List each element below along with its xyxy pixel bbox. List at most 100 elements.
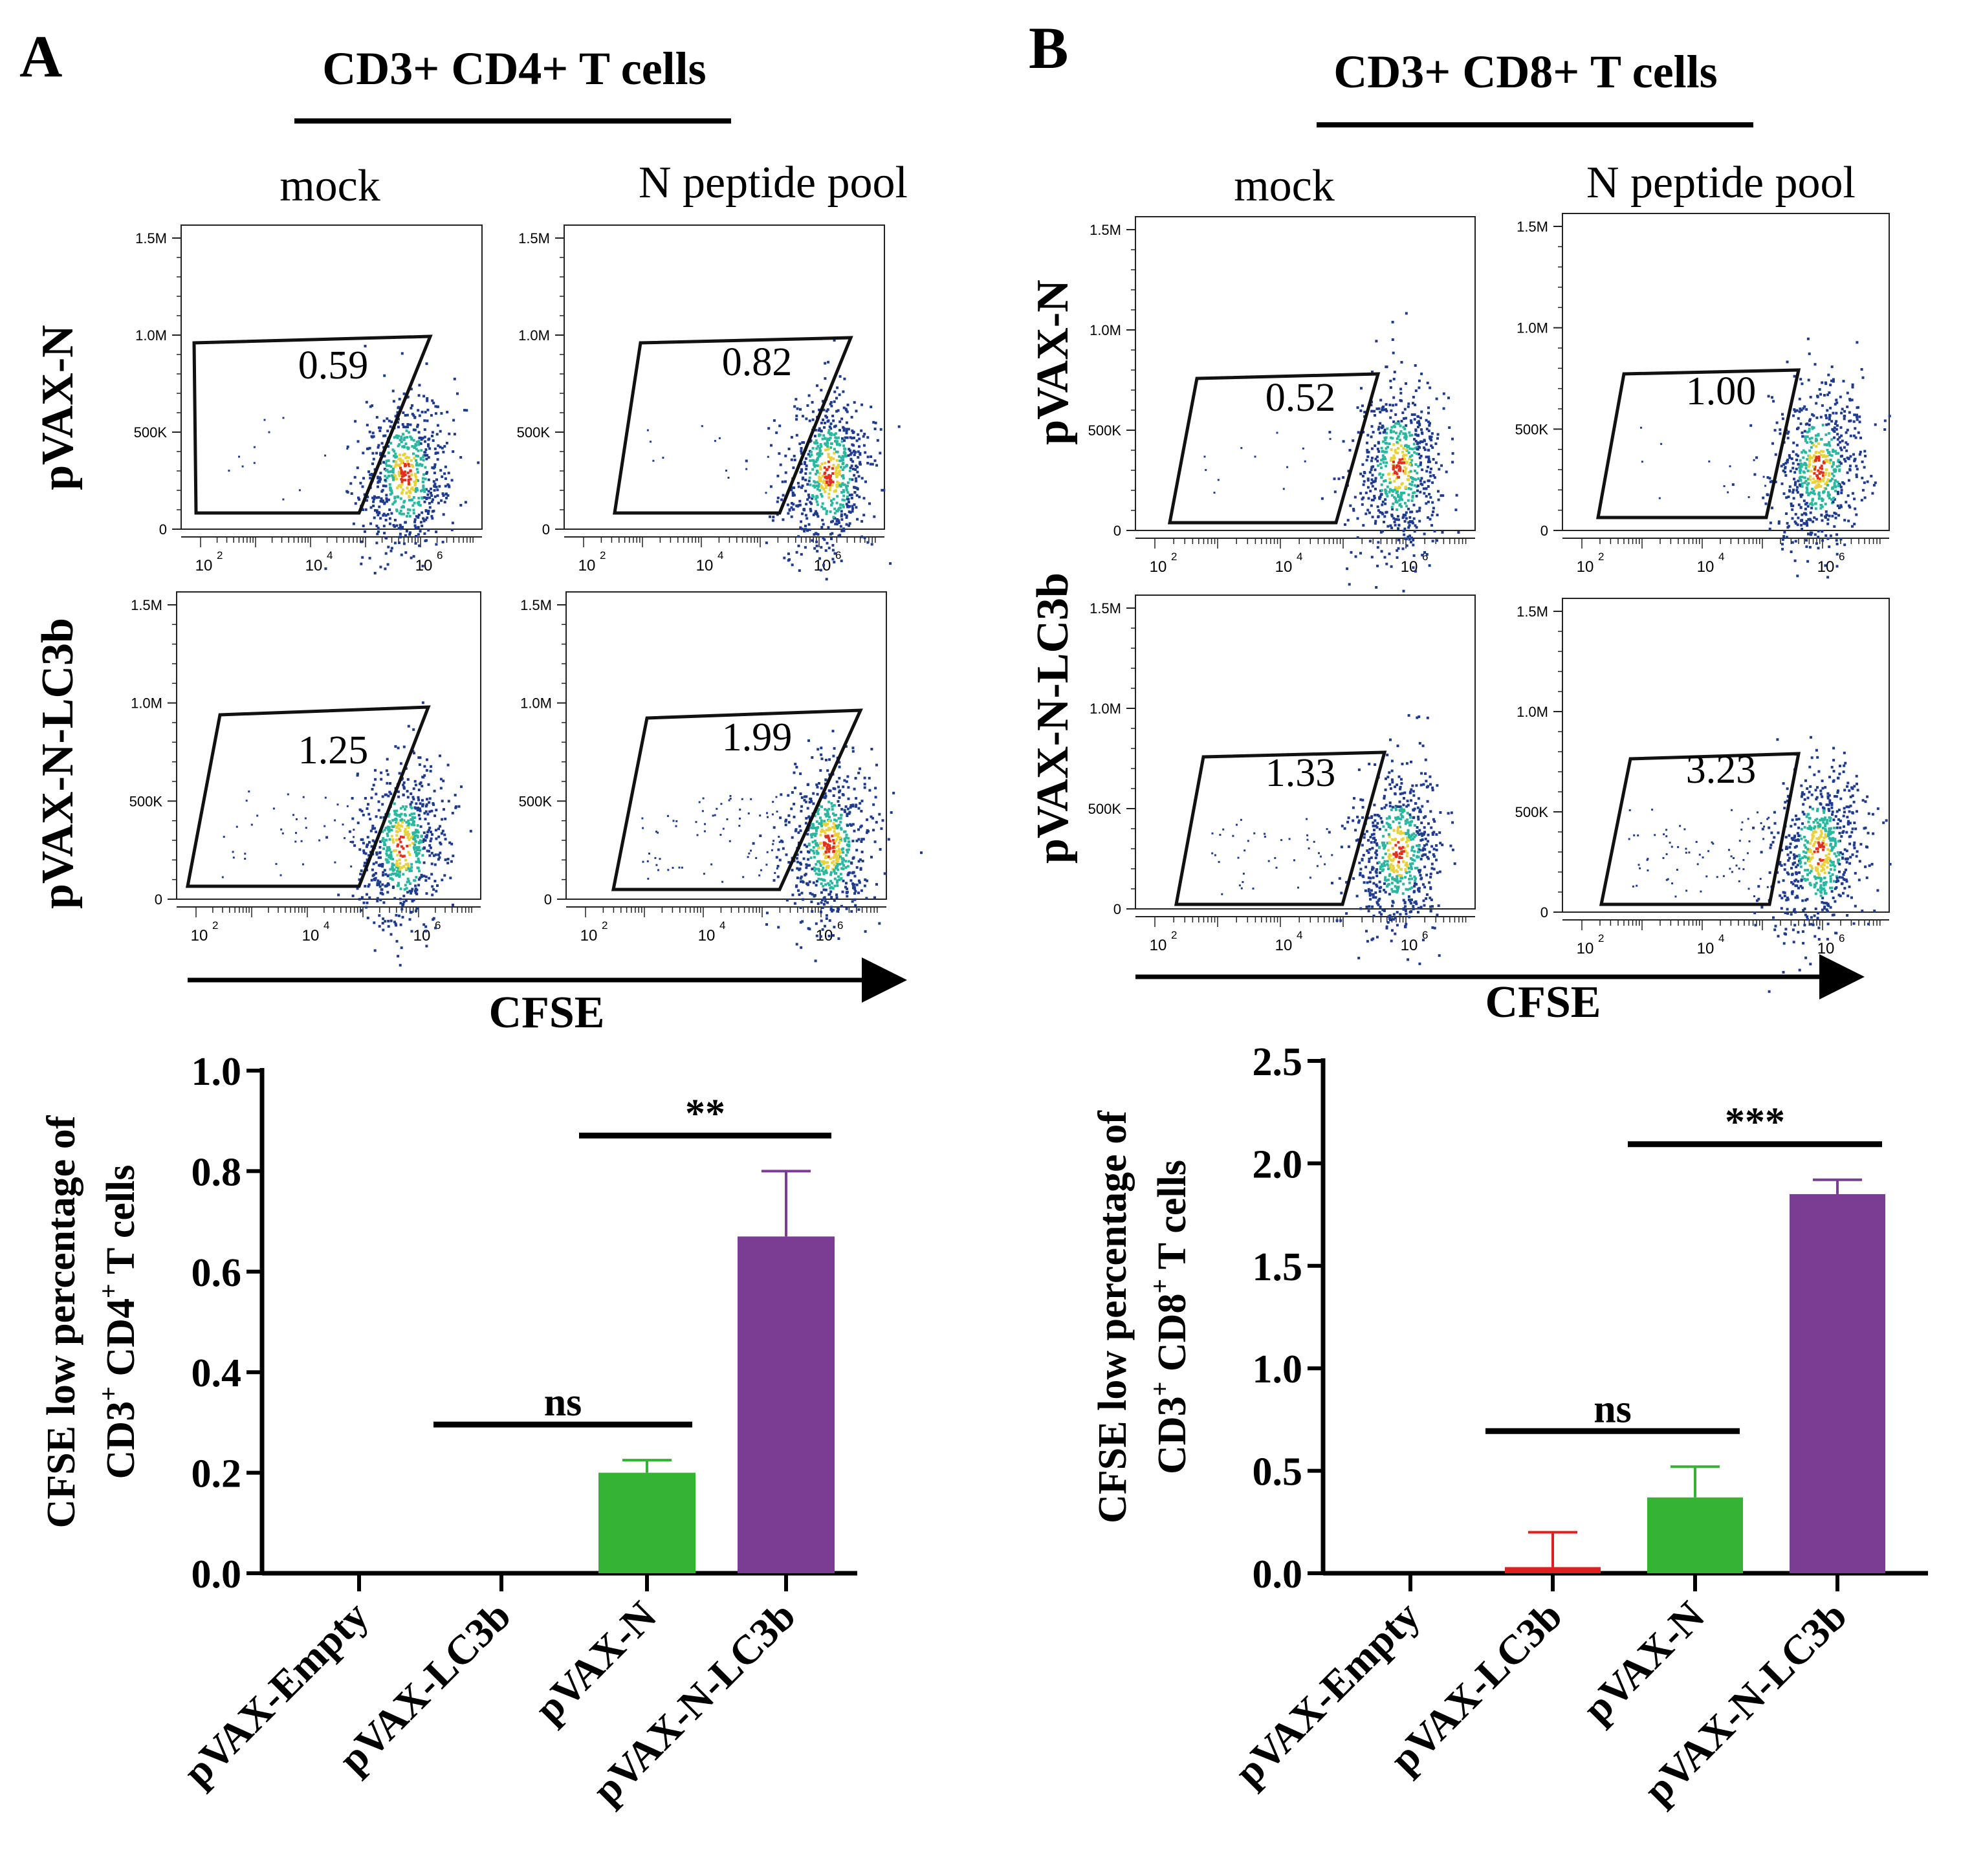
flow-event [1416, 826, 1419, 829]
flow-event [1802, 407, 1805, 410]
flow-event [1361, 475, 1364, 477]
flow-event [1832, 463, 1835, 466]
flow-event [324, 454, 327, 457]
flow-event [1381, 500, 1385, 503]
flow-event [1786, 432, 1790, 435]
flow-event [415, 876, 418, 879]
flow-event [399, 762, 402, 765]
flow-event [1807, 494, 1810, 497]
flow-event [817, 846, 820, 849]
flow-event [1397, 435, 1400, 438]
flow-event [831, 730, 835, 733]
flow-event [1425, 442, 1428, 446]
flow-event [834, 472, 837, 475]
flow-event [444, 858, 447, 862]
flow-event [703, 873, 705, 875]
flow-event [1806, 560, 1810, 563]
flow-event [799, 526, 802, 529]
flow-event [1786, 437, 1790, 440]
flow-event [1385, 464, 1388, 468]
flow-event [849, 804, 853, 807]
flow-event [882, 488, 886, 492]
flow-event [798, 893, 801, 896]
flow-event [1451, 437, 1454, 441]
flow-event [835, 483, 838, 486]
flow-event [837, 785, 840, 789]
flow-event [397, 795, 400, 798]
flow-event [377, 800, 380, 803]
flow-event [818, 408, 821, 411]
flow-event [378, 480, 381, 483]
flow-event [843, 830, 846, 833]
flow-event [395, 940, 399, 943]
flow-event [850, 910, 853, 913]
flow-event [371, 474, 374, 477]
flow-event [1405, 312, 1408, 315]
flow-event [804, 873, 807, 876]
flow-event [1368, 891, 1372, 895]
flow-event [832, 934, 835, 937]
flow-event [1784, 462, 1788, 465]
flow-event [1356, 536, 1359, 539]
flow-event [402, 895, 406, 898]
flow-event [1394, 785, 1397, 789]
flow-event [414, 541, 417, 545]
flow-event [1396, 556, 1399, 559]
flow-event [1407, 821, 1410, 824]
flow-event [1419, 877, 1423, 880]
flow-event [820, 891, 823, 894]
flow-event [796, 877, 799, 879]
flow-event [1408, 434, 1412, 437]
flow-event [1660, 442, 1663, 445]
flow-event [406, 435, 409, 439]
flow-event [1410, 454, 1414, 457]
flow-event [725, 470, 728, 472]
flow-event [873, 515, 876, 518]
flow-event [1396, 452, 1399, 455]
flow-event [837, 845, 840, 848]
flow-event [387, 925, 390, 928]
flow-event [1837, 459, 1840, 462]
flow-event [844, 455, 848, 458]
flow-event [1804, 479, 1808, 483]
flow-event [1399, 444, 1403, 447]
flow-event [824, 792, 827, 795]
flow-event [1429, 422, 1431, 425]
flow-event [1375, 455, 1379, 459]
flow-event [399, 964, 402, 967]
flow-event [1434, 461, 1438, 464]
flow-event [812, 849, 815, 853]
flow-event [426, 397, 429, 400]
flow-event [838, 789, 842, 792]
flow-event [1846, 405, 1849, 408]
flow-event [1406, 851, 1409, 855]
flow-event [824, 823, 827, 827]
flow-event [386, 513, 389, 516]
flow-event [1859, 450, 1862, 453]
flow-event [1381, 856, 1385, 859]
flow-event [765, 492, 767, 494]
flow-event [1392, 396, 1396, 399]
flow-event [1352, 819, 1355, 822]
flow-event [1432, 847, 1436, 851]
flow-event [1418, 850, 1421, 853]
flow-event [413, 847, 416, 851]
flow-event [1386, 921, 1390, 924]
flow-event [1348, 449, 1352, 452]
flow-event [402, 873, 405, 876]
flow-event [406, 508, 410, 511]
flow-event [833, 490, 836, 493]
flow-event [1425, 495, 1428, 498]
flow-event [1851, 525, 1854, 528]
flow-event [1817, 480, 1820, 483]
flow-event [791, 563, 794, 567]
flow-event [1441, 530, 1444, 534]
flow-event [1414, 570, 1417, 573]
flow-event [1381, 530, 1385, 533]
flow-event [825, 814, 828, 818]
flow-event [1393, 479, 1396, 483]
flow-event [813, 851, 816, 855]
flow-event [1414, 900, 1418, 903]
flow-event [1413, 850, 1416, 853]
flow-gate-value: 0.52 [1265, 376, 1336, 420]
